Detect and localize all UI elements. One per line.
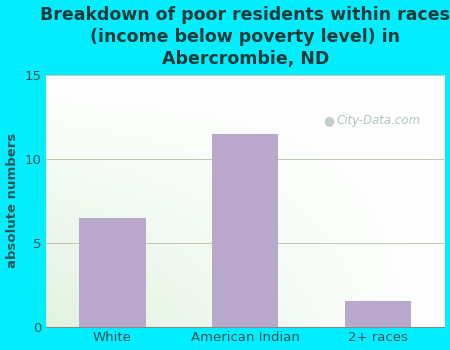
Text: ●: ● [323,114,334,127]
Bar [79,218,146,327]
Y-axis label: absolute numbers: absolute numbers [5,133,18,268]
Title: Breakdown of poor residents within races
(income below poverty level) in
Abercro: Breakdown of poor residents within races… [40,6,450,68]
Bar [345,301,411,327]
Bar [212,134,279,327]
Text: City-Data.com: City-Data.com [337,114,421,127]
